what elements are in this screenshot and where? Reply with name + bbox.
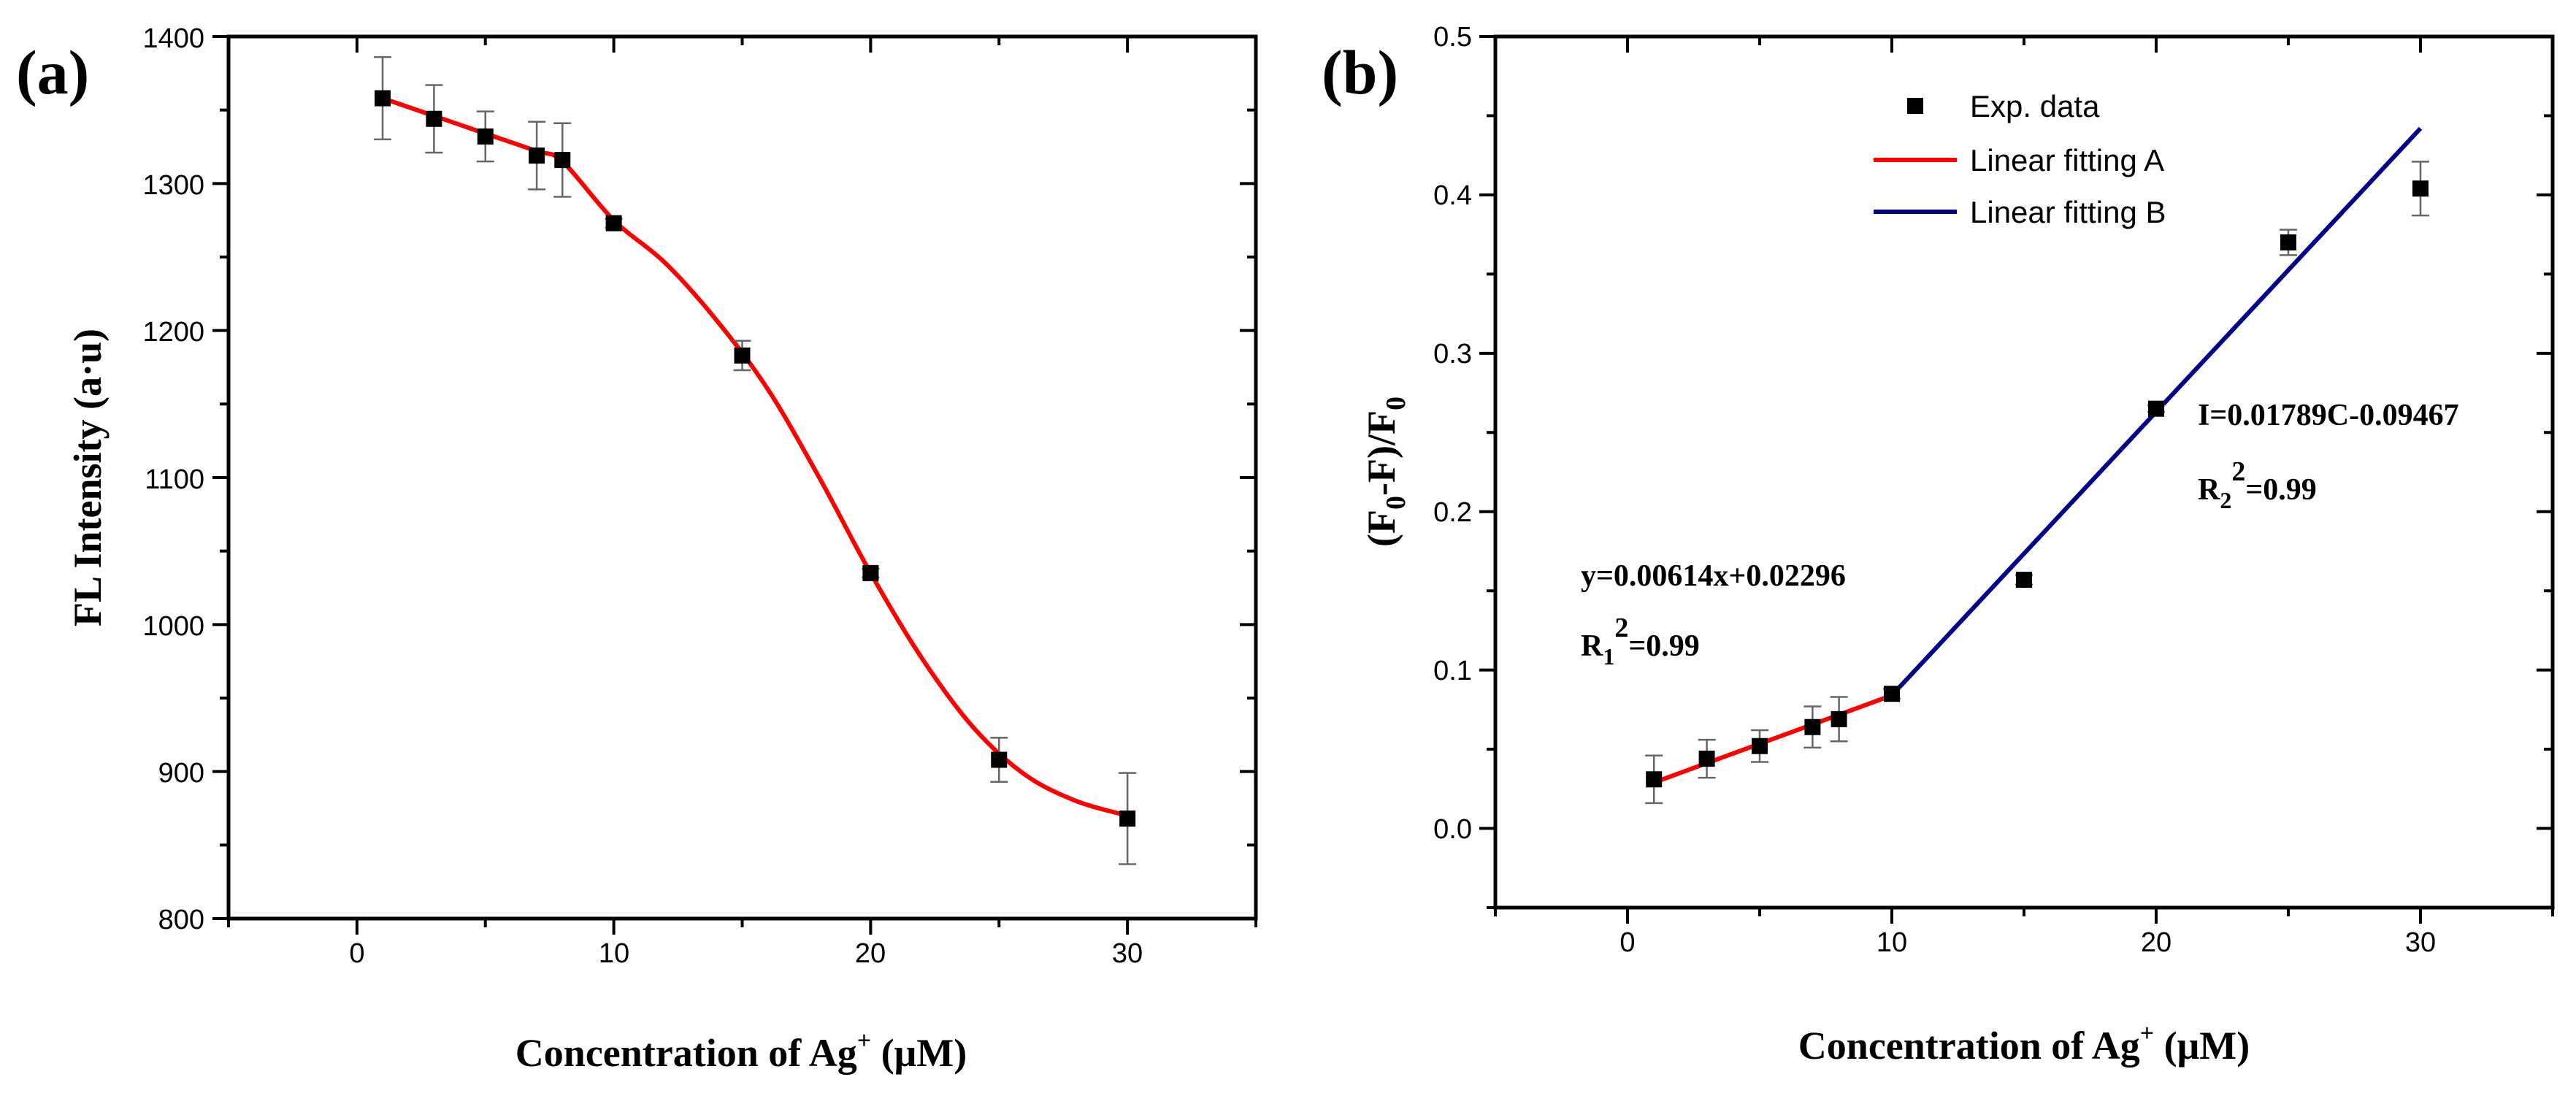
a-y-tick-label: 900 — [158, 758, 204, 789]
panel-a-y-tick-labels: 800 900 1000 1100 1200 1300 1400 — [142, 23, 204, 935]
panel-a-x-tick-labels: 0 10 20 30 — [349, 938, 1143, 969]
a-data-point — [605, 215, 622, 231]
b-y-tick-label: 0.1 — [1433, 656, 1472, 686]
a-y-tick-label: 1200 — [142, 317, 204, 348]
a-data-point — [375, 90, 391, 107]
a-x-tick-label: 0 — [349, 938, 364, 969]
b-data-point — [2148, 400, 2164, 417]
a-data-point — [477, 128, 494, 145]
b-data-point — [1646, 771, 1663, 788]
b-data-point — [1884, 686, 1900, 702]
a-y-tick-label: 1400 — [142, 23, 204, 54]
b-data-point — [1804, 718, 1821, 735]
a-x-tick-label: 30 — [1112, 938, 1143, 969]
r-squared-fit-b: R22=0.99 — [2198, 456, 2317, 513]
b-x-tick-label: 30 — [2405, 927, 2436, 958]
panel-a-fit-curve-layer — [382, 96, 1128, 818]
b-data-point — [2412, 180, 2429, 197]
panel-a-frame — [226, 34, 1258, 921]
legend-label-exp-data: Exp. data — [1970, 89, 2100, 123]
panel-a-x-axis-title: Concentration of Ag+ (μM) — [515, 1027, 967, 1075]
r-squared-fit-a: R12=0.99 — [1581, 613, 1700, 670]
panel-a-label: (a) — [16, 37, 89, 107]
b-x-tick-label: 10 — [1877, 927, 1907, 958]
legend-marker-exp-data — [1907, 98, 1923, 114]
b-y-tick-label: 0.4 — [1433, 180, 1472, 211]
b-y-tick-label: 0.2 — [1433, 497, 1472, 528]
a-y-tick-label: 800 — [158, 905, 204, 935]
b-y-tick-label: 0.0 — [1433, 814, 1472, 845]
a-x-tick-label: 20 — [855, 938, 886, 969]
b-data-point — [1698, 751, 1715, 767]
equation-fit-a: y=0.00614x+0.02296 — [1581, 559, 1846, 593]
a-data-point — [554, 152, 571, 169]
panel-b-x-tick-labels: 0 10 20 30 — [1619, 927, 2436, 958]
a-data-point — [529, 147, 545, 164]
a-data-point — [862, 564, 879, 581]
a-data-point — [734, 347, 751, 364]
b-x-tick-label: 20 — [2141, 927, 2171, 958]
a-fit-line-1 — [382, 96, 1128, 818]
legend-label-fit-a: Linear fitting A — [1970, 143, 2164, 177]
b-data-point — [2016, 571, 2032, 588]
a-data-point — [426, 110, 442, 127]
b-fit-line-1 — [1653, 693, 1893, 785]
legend-label-fit-b: Linear fitting B — [1970, 195, 2166, 229]
b-data-point — [2280, 234, 2296, 250]
panel-b-label: (b) — [1322, 37, 1398, 107]
a-y-tick-label: 1000 — [142, 611, 204, 642]
equation-fit-b: I=0.01789C-0.09467 — [2198, 399, 2459, 432]
a-data-point — [991, 751, 1008, 768]
panel-a-ticks — [212, 35, 1257, 935]
a-data-point — [1119, 810, 1136, 827]
b-x-tick-label: 0 — [1619, 927, 1635, 958]
b-data-point — [1831, 710, 1847, 727]
panel-a-points-layer — [374, 55, 1137, 865]
panel-b-x-axis-title: Concentration of Ag+ (μM) — [1798, 1020, 2250, 1068]
a-y-tick-label: 1100 — [145, 464, 204, 495]
panel-b: (b) 0.0 0.1 0.2 0.3 0.4 0.5 0 10 20 30 C… — [1322, 22, 2555, 1068]
a-y-tick-label: 1300 — [142, 170, 204, 201]
panel-b-points-layer — [1645, 161, 2429, 805]
panel-b-y-axis-title: (F0-F)/F0 — [1360, 396, 1411, 547]
legend: Exp. data Linear fitting A Linear fittin… — [1874, 89, 2166, 229]
panel-a: (a) 800 900 1000 1100 1200 1300 1400 0 1… — [16, 23, 1258, 1075]
panel-b-ticks — [1479, 35, 2554, 924]
panel-a-y-axis-title: FL Intensity (a·u) — [66, 329, 110, 626]
b-y-tick-label: 0.5 — [1433, 22, 1472, 53]
a-x-tick-label: 10 — [599, 938, 629, 969]
panel-b-y-tick-labels: 0.0 0.1 0.2 0.3 0.4 0.5 — [1433, 22, 1472, 845]
b-data-point — [1752, 737, 1768, 754]
b-y-tick-label: 0.3 — [1433, 339, 1472, 369]
